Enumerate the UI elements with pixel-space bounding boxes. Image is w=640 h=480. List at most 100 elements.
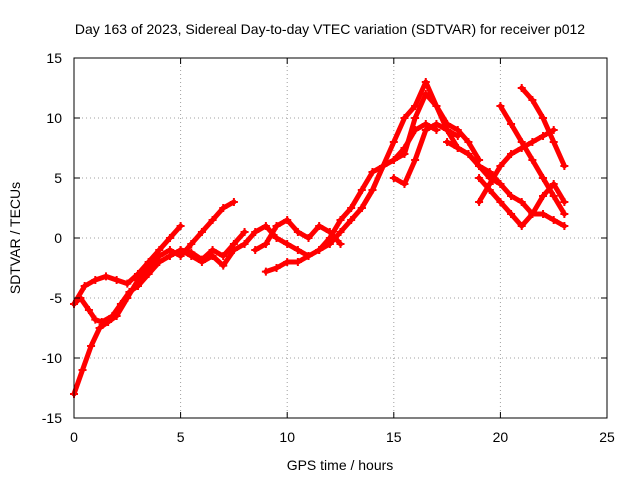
- data-point: [507, 150, 516, 158]
- data-point: [400, 180, 409, 188]
- data-point: [261, 222, 270, 230]
- data-point: [517, 222, 526, 230]
- x-tick-label: 25: [599, 429, 615, 445]
- data-point: [272, 222, 281, 230]
- data-point: [549, 180, 558, 188]
- series-arc-13: [496, 102, 569, 218]
- data-point: [315, 222, 324, 230]
- x-tick-label: 0: [70, 429, 78, 445]
- data-point: [304, 252, 313, 260]
- data-point: [123, 279, 132, 288]
- plot-frame: [73, 57, 608, 419]
- series-arc-14: [517, 84, 569, 170]
- y-tick-label: 10: [46, 110, 62, 126]
- data-point: [283, 216, 292, 224]
- grid: [74, 58, 607, 418]
- y-axis-tick-labels: -15 -10 -5 0 5 10 15: [42, 50, 62, 426]
- data-point: [549, 216, 558, 224]
- y-tick-label: 15: [46, 50, 62, 66]
- data-point: [293, 246, 302, 254]
- data-point: [368, 168, 377, 176]
- data-point: [108, 312, 117, 320]
- data-point: [91, 315, 100, 324]
- data-point: [464, 138, 473, 146]
- data-point: [155, 258, 164, 266]
- y-tick-label: -5: [50, 290, 63, 306]
- data-series: [70, 78, 569, 398]
- data-point: [496, 180, 505, 188]
- data-point: [95, 324, 104, 332]
- data-point: [304, 234, 313, 242]
- series-line: [359, 79, 482, 211]
- data-point: [507, 120, 516, 128]
- data-point: [251, 246, 260, 254]
- data-point: [101, 272, 110, 281]
- x-tick-label: 20: [493, 429, 509, 445]
- data-point: [528, 156, 537, 164]
- data-point: [272, 234, 281, 242]
- data-point: [229, 198, 238, 206]
- data-point: [78, 366, 87, 374]
- data-point: [560, 162, 569, 170]
- series-arc-2: [70, 198, 238, 398]
- data-point: [219, 204, 228, 212]
- data-point: [187, 252, 196, 260]
- y-tick-label: -10: [42, 350, 62, 366]
- y-axis-label: SDTVAR / TECUs: [7, 182, 23, 294]
- data-point: [528, 96, 537, 104]
- data-point: [293, 258, 302, 266]
- data-point: [187, 240, 196, 248]
- data-point: [208, 252, 217, 260]
- series-line: [71, 199, 237, 397]
- data-point: [176, 222, 185, 230]
- data-point: [496, 102, 505, 110]
- data-point: [389, 156, 398, 164]
- data-point: [315, 246, 324, 254]
- data-point: [197, 228, 206, 236]
- data-point: [517, 138, 526, 146]
- data-point: [336, 228, 345, 236]
- data-point: [261, 267, 270, 276]
- data-point: [475, 198, 484, 206]
- data-point: [453, 126, 462, 134]
- data-point: [539, 210, 548, 218]
- data-point: [464, 150, 473, 158]
- data-point: [325, 234, 334, 242]
- series-arc-6: [261, 120, 441, 276]
- data-point: [453, 144, 462, 152]
- x-tick-label: 10: [279, 429, 295, 445]
- data-point: [517, 198, 526, 206]
- data-point: [357, 204, 366, 212]
- data-point: [389, 174, 398, 182]
- data-point: [432, 102, 441, 110]
- axis-ticks: [73, 57, 608, 419]
- data-point: [219, 252, 228, 260]
- y-tick-label: 5: [54, 170, 62, 186]
- data-point: [539, 174, 548, 182]
- series-arc-1: [70, 222, 185, 308]
- data-point: [517, 84, 526, 92]
- data-point: [411, 156, 420, 164]
- data-point: [443, 126, 452, 134]
- data-point: [251, 228, 260, 236]
- data-point: [293, 228, 302, 236]
- data-point: [84, 306, 93, 314]
- x-axis-label: GPS time / hours: [287, 457, 394, 473]
- y-tick-label: -15: [42, 410, 62, 426]
- data-point: [336, 216, 345, 224]
- data-point: [176, 246, 185, 254]
- data-point: [112, 276, 121, 284]
- data-point: [496, 162, 505, 170]
- data-point: [475, 162, 484, 170]
- data-point: [549, 192, 558, 200]
- data-point: [125, 288, 134, 296]
- data-point: [240, 240, 249, 248]
- series-line: [263, 121, 439, 275]
- data-point: [219, 261, 228, 270]
- data-point: [507, 192, 516, 200]
- data-point: [336, 240, 345, 248]
- data-point: [485, 186, 494, 194]
- data-point: [272, 264, 281, 272]
- data-point: [539, 132, 548, 140]
- data-point: [368, 186, 377, 194]
